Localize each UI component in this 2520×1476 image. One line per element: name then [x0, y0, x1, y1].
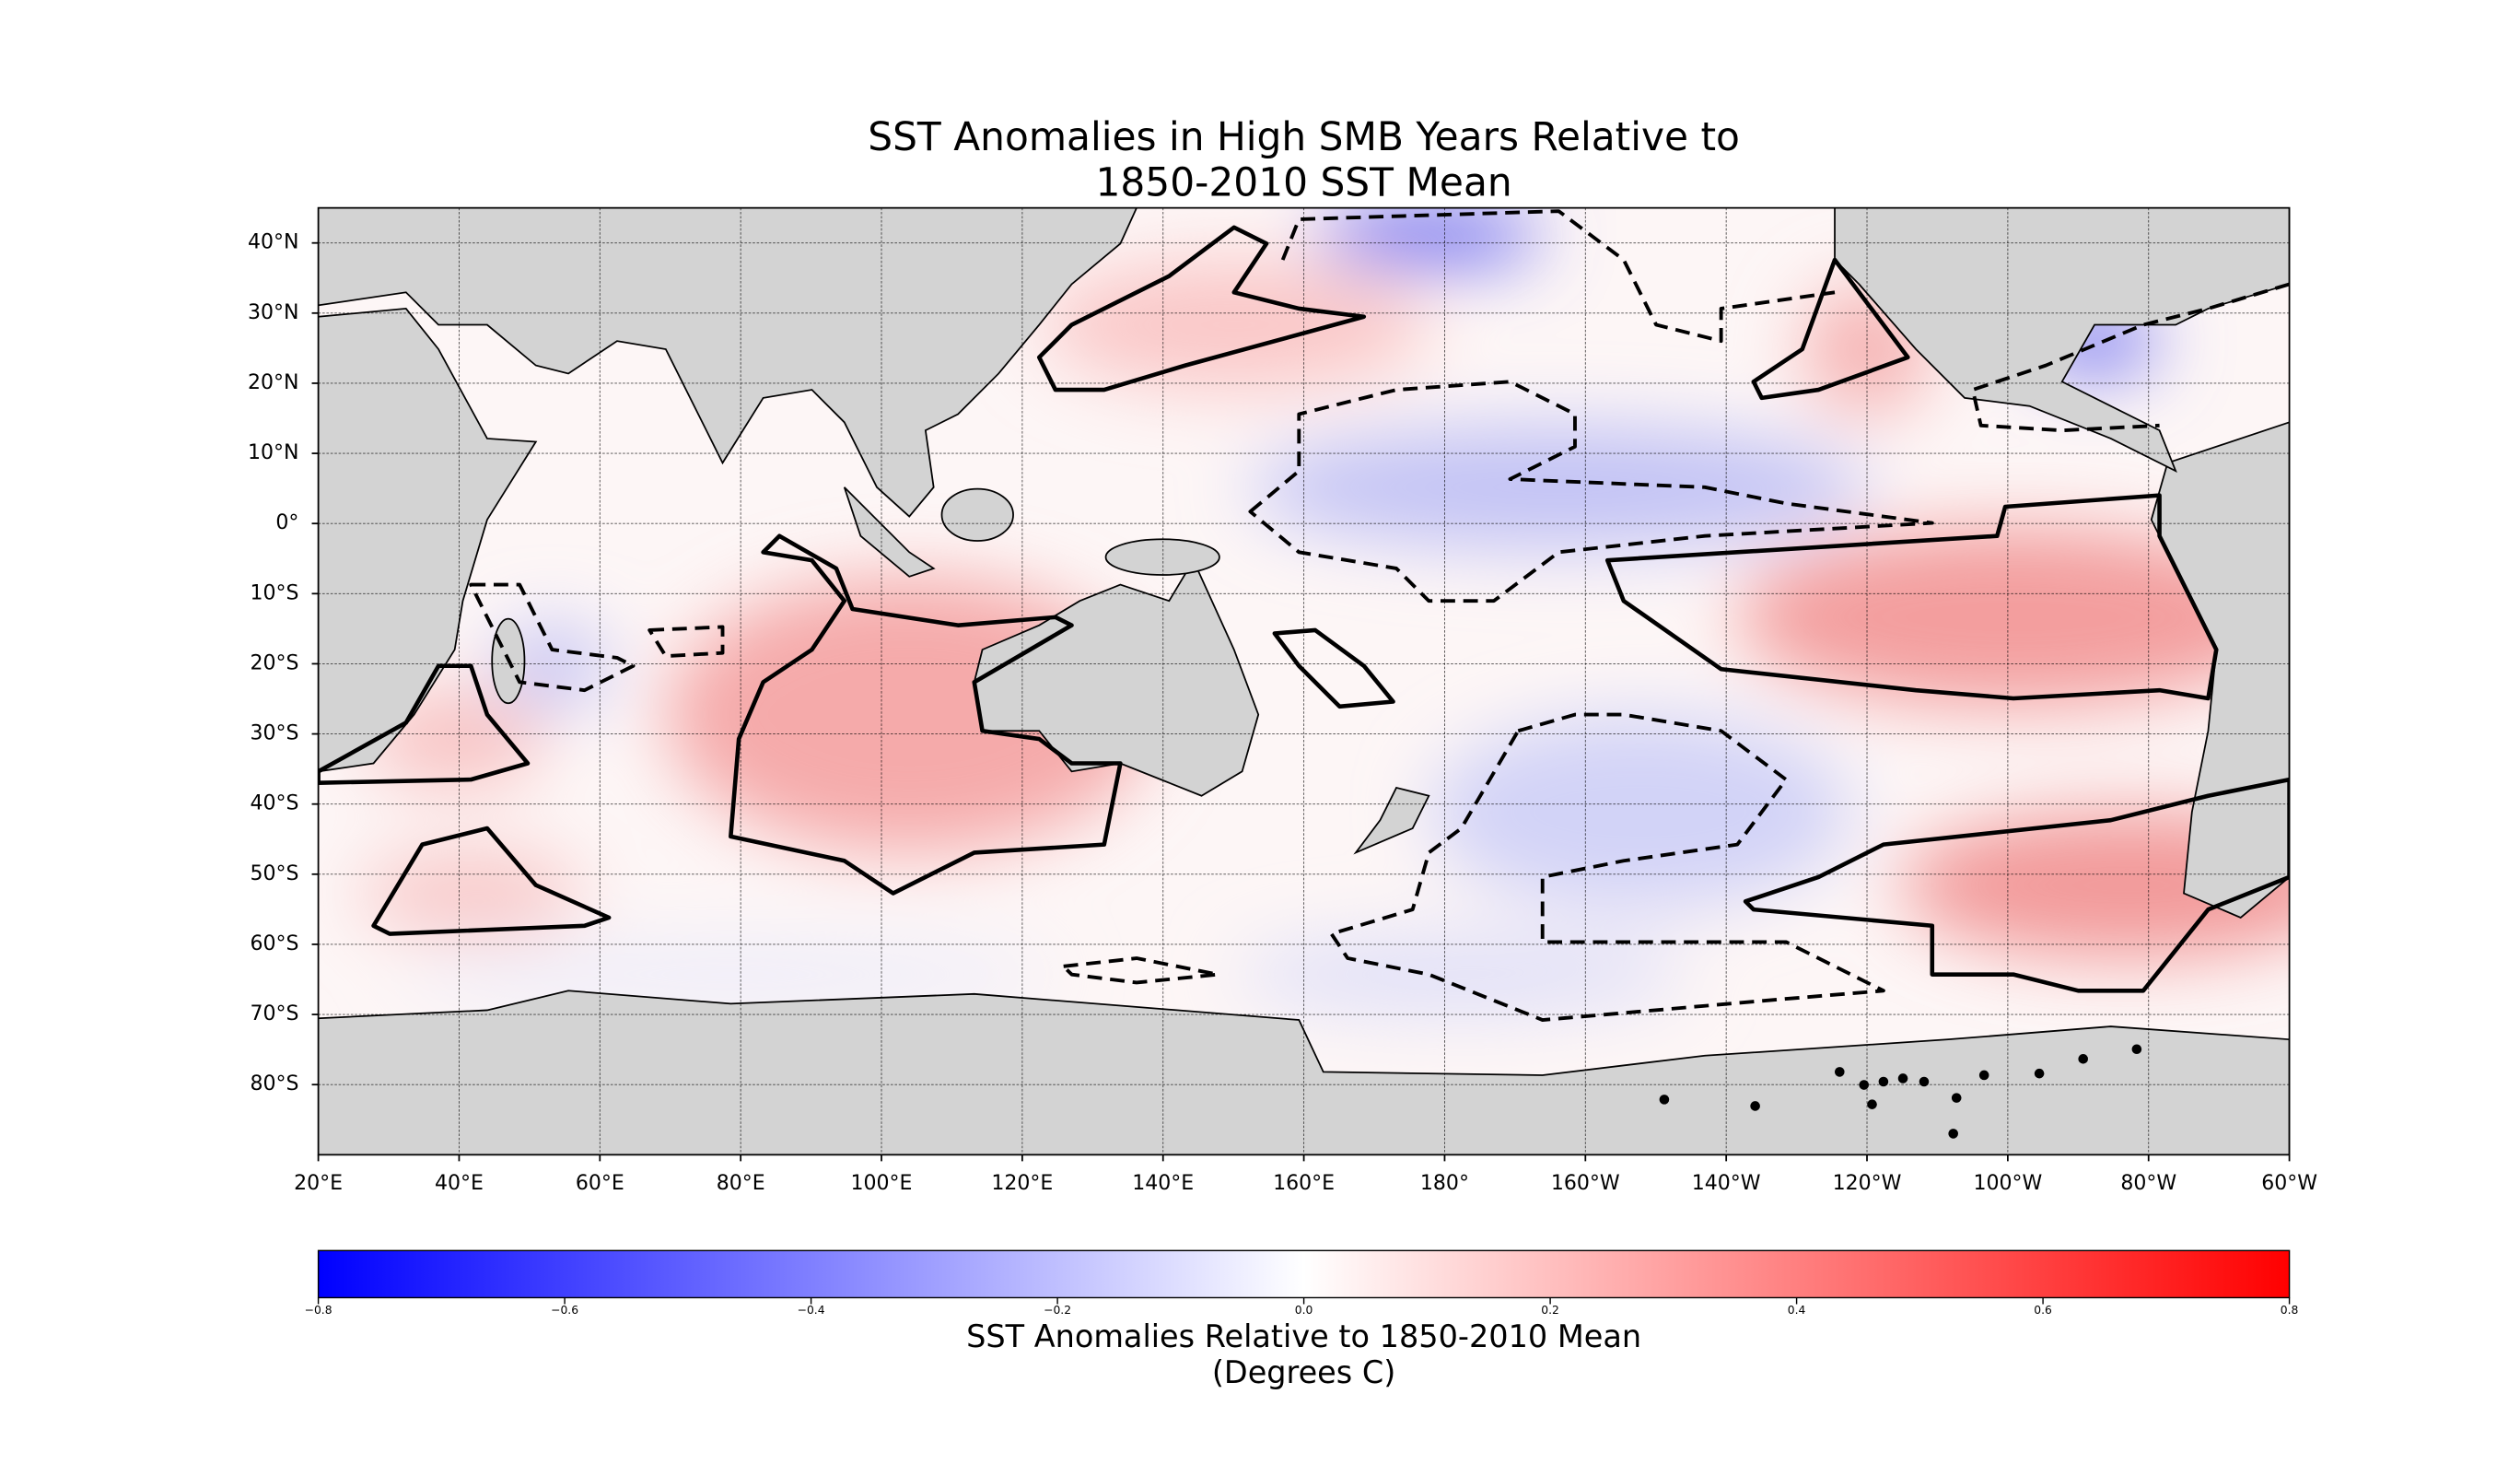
x-tick-label: 100°W: [1973, 1172, 2042, 1195]
y-tick-label: 50°S: [250, 862, 298, 885]
negative-contour: [1280, 209, 1836, 344]
colorbar-tick-label: −0.8: [305, 1304, 332, 1317]
y-tick-label: 20°S: [250, 651, 298, 674]
colorbar-tick-label: 0.6: [2034, 1304, 2052, 1317]
colorbar-tick-label: −0.6: [551, 1304, 578, 1317]
x-tick-label: 160°W: [1551, 1172, 1620, 1195]
y-tick-label: 60°S: [250, 932, 298, 955]
negative-contour: [1970, 282, 2290, 433]
colorbar-tick-label: 0.4: [1788, 1304, 1806, 1317]
x-tick-label: 40°E: [435, 1172, 484, 1195]
positive-contour: [371, 826, 612, 936]
y-tick-label: 40°N: [248, 231, 299, 254]
x-tick-label: 80°W: [2120, 1172, 2176, 1195]
y-tick-label: 30°S: [250, 722, 298, 745]
negative-contour: [648, 625, 725, 659]
x-tick-label: 180°: [1420, 1172, 1469, 1195]
y-tick-label: 10°N: [248, 441, 299, 464]
y-tick-label: 20°N: [248, 371, 299, 394]
grid: [318, 207, 2291, 1155]
positive-contour: [1604, 493, 2219, 701]
map: [318, 207, 2290, 1155]
land: [1834, 207, 2290, 474]
colorbar-tick-label: −0.2: [1044, 1304, 1071, 1317]
x-tick-label: 120°E: [991, 1172, 1053, 1195]
land: [940, 487, 1014, 542]
x-tick-label: 140°E: [1132, 1172, 1194, 1195]
positive-contour: [318, 663, 531, 785]
title-line: 1850-2010 SST Mean: [1095, 159, 1511, 205]
land: [843, 486, 936, 578]
positive-contour: [1743, 777, 2290, 993]
x-tick-label: 140°W: [1692, 1172, 1761, 1195]
title-line: SST Anomalies in High SMB Years Relative…: [868, 114, 1740, 159]
positive-contour: [1036, 225, 1367, 392]
x-tick-label: 20°E: [294, 1172, 343, 1195]
colorbar-label: (Degrees C): [1212, 1354, 1395, 1390]
colorbar-tick-label: −0.4: [798, 1304, 825, 1317]
x-tick-label: 80°E: [717, 1172, 765, 1195]
negative-contour: [469, 582, 636, 693]
land: [1104, 538, 1220, 576]
y-tick-label: 30°N: [248, 301, 299, 324]
y-tick-label: 0°: [275, 511, 298, 534]
colorbar-label: SST Anomalies Relative to 1850-2010 Mean: [966, 1318, 1641, 1354]
x-tick-label: 160°E: [1273, 1172, 1335, 1195]
colorbar-tick-label: 0.2: [1541, 1304, 1559, 1317]
land: [318, 207, 1138, 518]
negative-contour: [1248, 380, 1934, 603]
negative-contour: [1061, 956, 1220, 985]
y-tick-label: 10°S: [250, 581, 298, 604]
colorbar: [317, 1249, 2291, 1299]
colorbar-tick-label: 0.8: [2281, 1304, 2299, 1317]
x-tick-label: 120°W: [1833, 1172, 1902, 1195]
y-tick-label: 70°S: [250, 1002, 298, 1025]
positive-contour: [729, 533, 1123, 896]
x-tick-label: 60°W: [2261, 1172, 2317, 1195]
x-tick-label: 100°E: [851, 1172, 913, 1195]
colorbar-tick-label: 0.0: [1295, 1304, 1313, 1317]
land: [973, 558, 1260, 797]
positive-contour: [1751, 257, 1910, 401]
station-dots: [1659, 1044, 2142, 1139]
x-tick-label: 60°E: [576, 1172, 624, 1195]
y-tick-label: 40°S: [250, 792, 298, 815]
y-tick-label: 80°S: [250, 1072, 298, 1095]
land: [2150, 421, 2290, 919]
land: [318, 308, 538, 773]
positive-contour: [1272, 627, 1395, 709]
